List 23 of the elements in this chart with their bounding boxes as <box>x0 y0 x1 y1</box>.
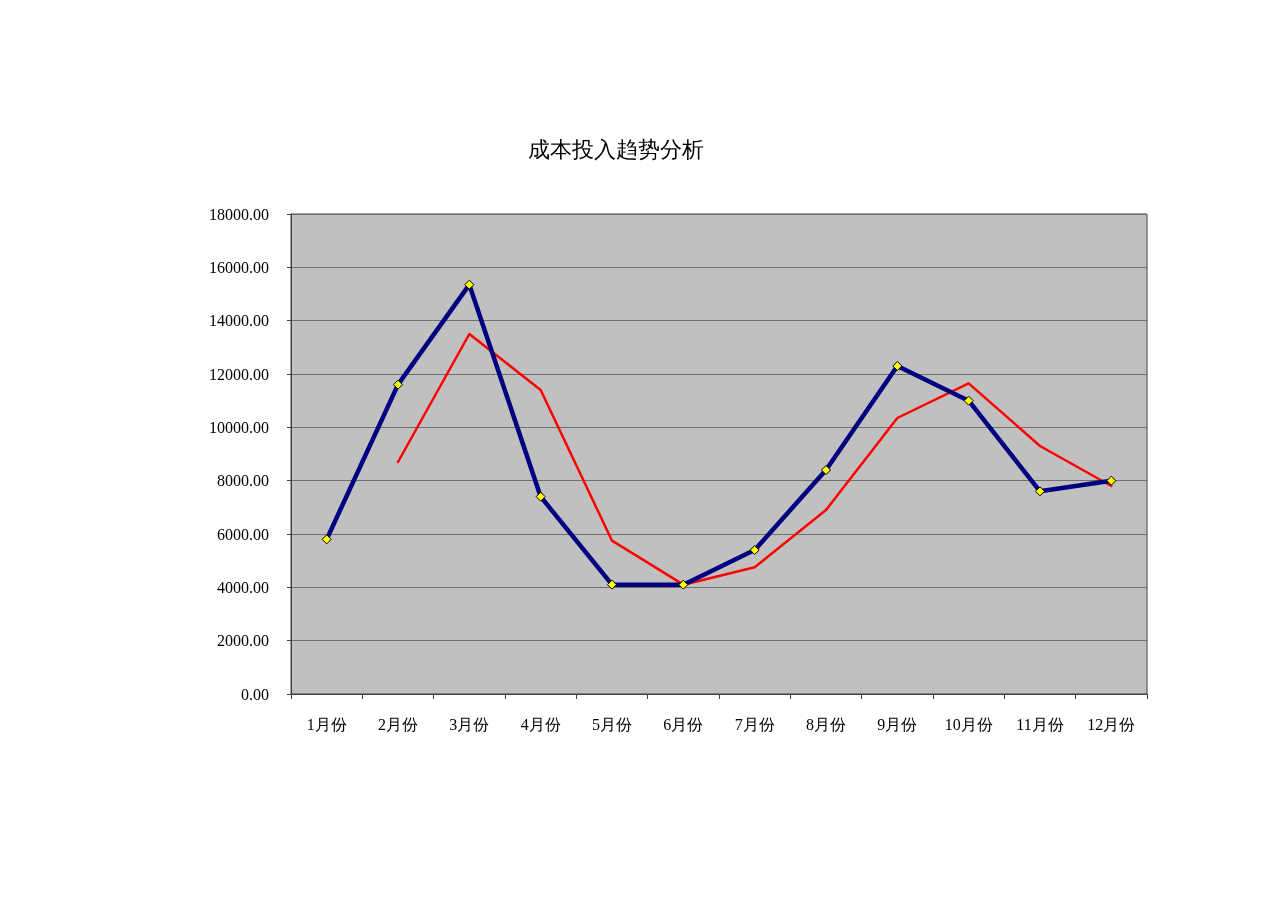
chart-title: 成本投入趋势分析 <box>528 136 704 162</box>
x-tick-label: 9月份 <box>877 715 918 733</box>
y-tick-label: 10000.00 <box>209 418 269 436</box>
y-tick-label: 4000.00 <box>217 578 269 596</box>
x-tick-label: 11月份 <box>1016 715 1064 733</box>
x-tick-label: 12月份 <box>1087 715 1136 733</box>
y-tick-label: 2000.00 <box>217 632 269 650</box>
x-tick-label: 4月份 <box>520 715 561 733</box>
y-tick-label: 12000.00 <box>209 365 269 383</box>
x-tick-label: 8月份 <box>806 715 846 733</box>
y-tick-label: 14000.00 <box>209 312 269 330</box>
x-tick-label: 2月份 <box>378 715 418 733</box>
y-tick-label: 18000.00 <box>209 205 269 223</box>
x-tick-label: 10月份 <box>944 715 993 733</box>
x-tick-label: 1月份 <box>306 715 347 733</box>
y-tick-label: 0.00 <box>241 685 269 703</box>
x-tick-label: 5月份 <box>592 715 632 733</box>
y-tick-label: 16000.00 <box>209 258 269 276</box>
y-tick-label: 6000.00 <box>217 525 269 543</box>
x-tick-label: 3月份 <box>449 715 490 733</box>
y-tick-label: 8000.00 <box>217 472 269 490</box>
x-tick-label: 7月份 <box>734 715 775 733</box>
x-tick-label: 6月份 <box>663 715 704 733</box>
